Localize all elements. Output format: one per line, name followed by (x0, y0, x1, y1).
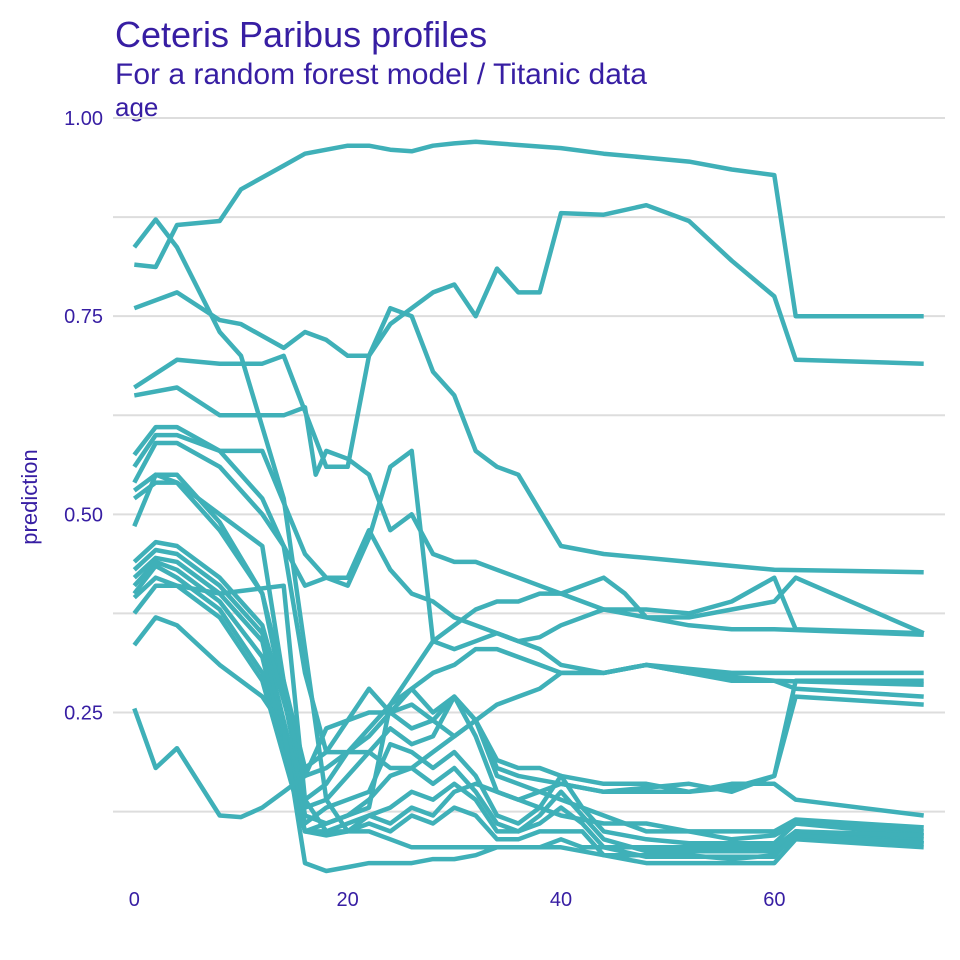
chart-title: Ceteris Paribus profiles (115, 14, 488, 55)
x-tick-label: 60 (763, 889, 785, 911)
profile-line (132, 555, 924, 846)
chart-subtitle: For a random forest model / Titanic data (115, 58, 647, 91)
y-tick-label: 0.25 (64, 703, 103, 725)
profile-line (134, 139, 924, 319)
profile-line (133, 305, 924, 575)
grid (113, 117, 945, 813)
series-lines (132, 139, 925, 874)
profile-line (132, 559, 924, 854)
profile-line (132, 583, 924, 850)
x-tick-label: 40 (550, 889, 572, 911)
profile-line (132, 432, 924, 676)
y-tick-label: 0.75 (64, 306, 103, 328)
axis-ticks: 0.25 0.50 0.75 1.00 0 20 40 60 (64, 108, 785, 911)
profile-line (132, 424, 924, 644)
y-tick-label: 0.50 (64, 504, 103, 526)
profile-line (132, 472, 925, 826)
profile-line (133, 202, 924, 366)
profile-line (133, 385, 924, 636)
x-tick-label: 0 (129, 889, 140, 911)
x-tick-label: 20 (337, 889, 359, 911)
profile-line (132, 615, 924, 874)
profile-line (132, 217, 924, 834)
profile-line (132, 707, 924, 820)
y-tick-label: 1.00 (64, 108, 103, 130)
profile-line (132, 547, 924, 842)
